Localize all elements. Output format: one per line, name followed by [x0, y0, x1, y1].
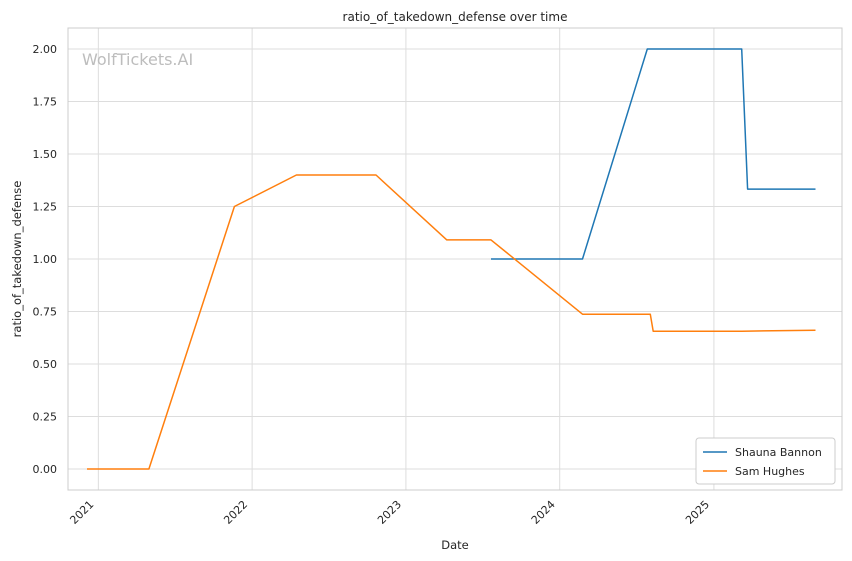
legend: Shauna Bannon Sam Hughes — [696, 438, 835, 484]
y-tick-label: 1.50 — [33, 148, 58, 161]
chart-title: ratio_of_takedown_defense over time — [343, 10, 568, 24]
y-tick-label: 1.75 — [33, 96, 58, 109]
y-tick-label: 0.75 — [33, 306, 58, 319]
y-tick-labels: 0.00 0.25 0.50 0.75 1.00 1.25 1.50 1.75 2.00 — [33, 43, 58, 476]
x-axis-title: Date — [441, 538, 469, 552]
legend-label-sam-hughes: Sam Hughes — [735, 465, 805, 478]
legend-label-shauna-bannon: Shauna Bannon — [735, 446, 822, 459]
y-tick-label: 1.25 — [33, 201, 58, 214]
y-tick-label: 1.00 — [33, 253, 58, 266]
y-tick-label: 0.50 — [33, 358, 58, 371]
watermark-text: WolfTickets.AI — [82, 50, 193, 69]
y-tick-label: 0.25 — [33, 411, 58, 424]
y-axis-title: ratio_of_takedown_defense — [10, 181, 24, 338]
y-tick-label: 0.00 — [33, 463, 58, 476]
y-tick-label: 2.00 — [33, 43, 58, 56]
